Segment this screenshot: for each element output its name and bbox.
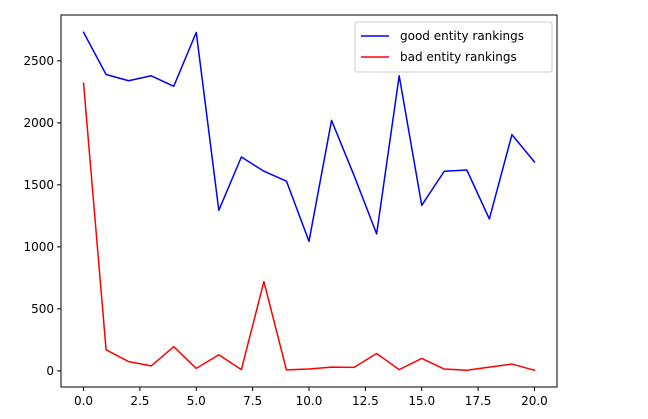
y-tick-label: 1500 bbox=[23, 178, 54, 192]
legend-label: good entity rankings bbox=[400, 29, 524, 43]
x-tick-label: 20.0 bbox=[521, 394, 548, 408]
x-tick-label: 0.0 bbox=[74, 394, 93, 408]
y-tick-label: 2500 bbox=[23, 54, 54, 68]
series-line-good-entity-rankings bbox=[82, 31, 536, 243]
x-tick-label: 17.5 bbox=[465, 394, 492, 408]
y-tick-label: 2000 bbox=[23, 116, 54, 130]
series-line-bad-entity-rankings bbox=[82, 82, 536, 372]
legend: good entity rankings bad entity rankings bbox=[354, 21, 553, 73]
legend-label: bad entity rankings bbox=[400, 50, 517, 64]
x-tick-label: 15.0 bbox=[408, 394, 435, 408]
x-tick-label: 7.5 bbox=[243, 394, 262, 408]
legend-box bbox=[354, 21, 553, 73]
x-tick-label: 2.5 bbox=[130, 394, 149, 408]
x-tick-label: 5.0 bbox=[187, 394, 206, 408]
y-tick-label: 1000 bbox=[23, 240, 54, 254]
y-tick-label: 500 bbox=[31, 302, 54, 316]
x-tick-label: 12.5 bbox=[352, 394, 379, 408]
plot-frame bbox=[60, 14, 558, 388]
x-tick-label: 10.0 bbox=[296, 394, 323, 408]
series-layer bbox=[82, 31, 536, 372]
y-tick-label: 0 bbox=[46, 364, 54, 378]
ticks-layer: 0.0 2.5 5.0 7.5 10.0 12.5 15.0 17.5 20.0 0 500 1000… bbox=[23, 54, 547, 408]
